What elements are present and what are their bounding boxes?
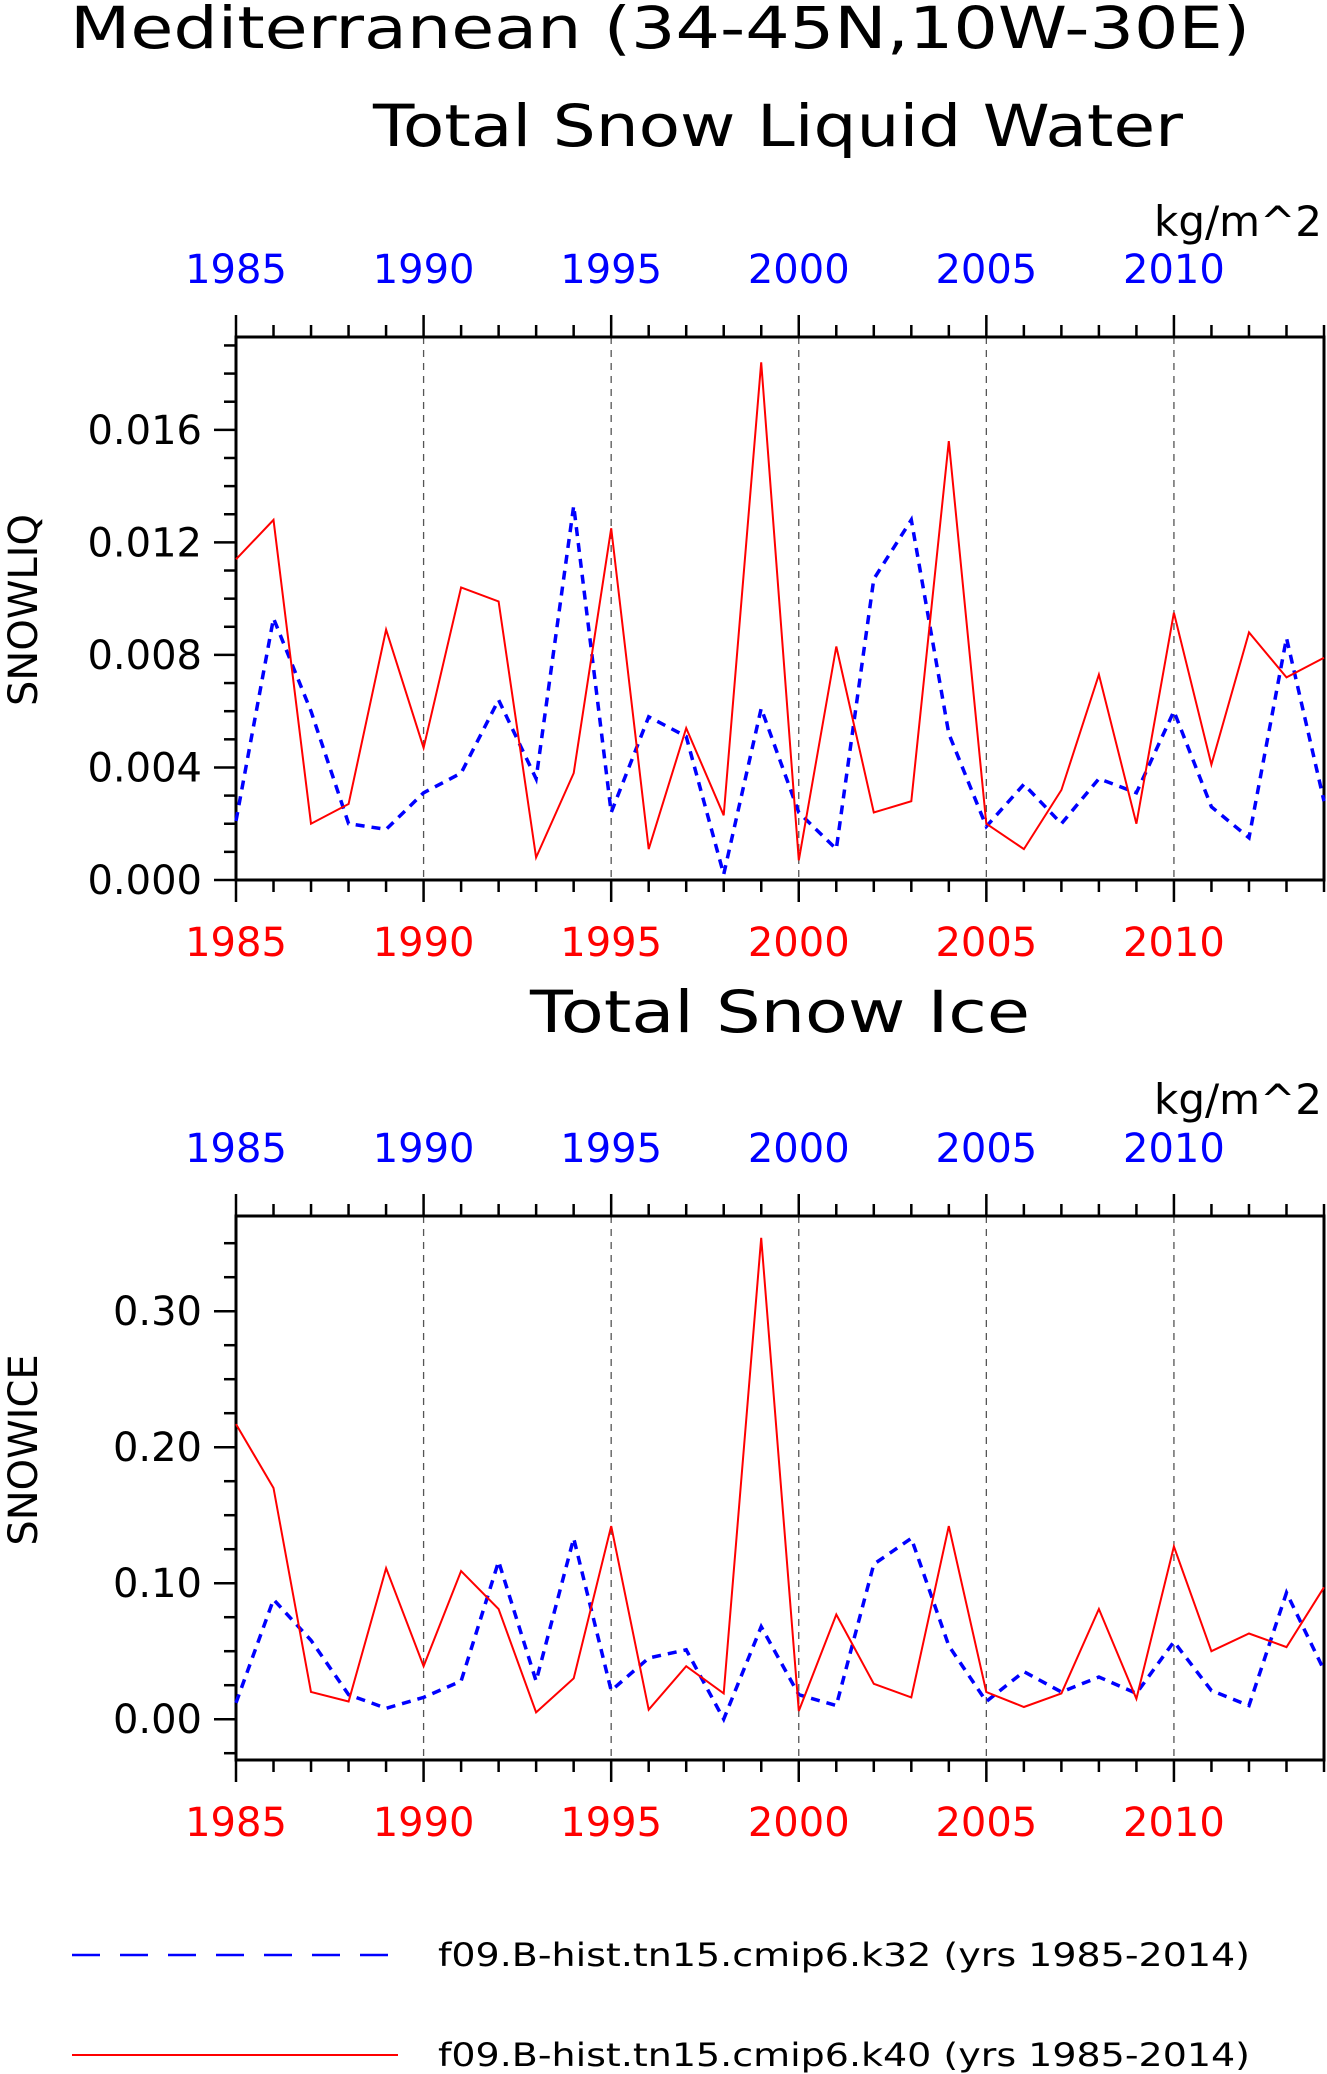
panel2-ytick-label: 0.30 (113, 1289, 202, 1335)
panel1-xtick-label-bottom: 2005 (935, 920, 1037, 966)
panel1-xtick-label-bottom: 1985 (185, 920, 287, 966)
panel2-title: Total Snow Ice (529, 978, 1030, 1046)
panel1-series-k32 (234, 505, 1326, 875)
panel2-ytick-label: 0.10 (113, 1561, 202, 1607)
panel1-units: kg/m^2 (1154, 197, 1322, 246)
legend-k32-label: f09.B-hist.tn15.cmip6.k32 (yrs 1985-2014… (438, 1936, 1250, 1974)
panel1-xtick-label-top: 1985 (185, 247, 287, 293)
panel2-xtick-label-bottom: 2010 (1123, 1800, 1225, 1846)
panel1-xtick-label-bottom: 1995 (560, 920, 662, 966)
panel1-series-k40 (235, 362, 1325, 862)
panel1-xtick-label-top: 1995 (560, 247, 662, 293)
panel2-xtick-label-bottom: 2000 (748, 1800, 850, 1846)
region-title: Mediterranean (34-45N,10W-30E) (70, 0, 1250, 62)
panel1-ytick-label: 0.000 (87, 858, 202, 904)
panel1-frame (234, 335, 1326, 882)
panel2-xtick-label-bottom: 2005 (935, 1800, 1037, 1846)
panel2-xtick-label-top: 2005 (935, 1126, 1037, 1172)
panel1-ytick-label: 0.004 (87, 745, 202, 791)
panel2-xtick-label-top: 2010 (1123, 1126, 1225, 1172)
panel1-xtick-label-bottom: 1990 (373, 920, 475, 966)
panel2-xtick-label-bottom: 1985 (185, 1800, 287, 1846)
panel1-title: Total Snow Liquid Water (372, 92, 1183, 160)
panel2-series-k32 (234, 1535, 1326, 1724)
panel1-plot: 1985 1985 1990 1990 1995 1995 2000 2000 2005 2005… (87, 247, 1326, 966)
panel2-units: kg/m^2 (1154, 1075, 1322, 1124)
panel2-plot: 1985 1985 1990 1990 1995 1995 2000 2000 2005 2005… (113, 1126, 1326, 1846)
panel2-xtick-label-top: 1985 (185, 1126, 287, 1172)
panel2-xtick-label-bottom: 1995 (560, 1800, 662, 1846)
panel1-ylabel: SNOWLIQ (1, 514, 47, 706)
panel1-ytick-label: 0.016 (87, 408, 202, 454)
panel2-xtick-label-top: 2000 (748, 1126, 850, 1172)
panel1-ytick-label: 0.012 (87, 520, 202, 566)
legend: f09.B-hist.tn15.cmip6.k32 (yrs 1985-2014… (72, 1936, 1250, 2074)
panel1-xtick-label-top: 2005 (935, 247, 1037, 293)
panel2-ytick-label: 0.20 (113, 1425, 202, 1471)
panel1-xtick-label-top: 2010 (1123, 247, 1225, 293)
panel1-xtick-label-top: 1990 (373, 247, 475, 293)
panel2-xtick-label-bottom: 1990 (373, 1800, 475, 1846)
panel2-xtick-label-top: 1990 (373, 1126, 475, 1172)
panel1-xtick-label-bottom: 2000 (748, 920, 850, 966)
panel1-ytick-label: 0.008 (87, 633, 202, 679)
panel2-xtick-label-top: 1995 (560, 1126, 662, 1172)
panel2-ytick-label: 0.00 (113, 1697, 202, 1743)
panel2-ylabel: SNOWICE (1, 1354, 47, 1545)
legend-k40-label: f09.B-hist.tn15.cmip6.k40 (yrs 1985-2014… (438, 2036, 1250, 2074)
panel2-series-k40 (235, 1237, 1325, 1715)
panel2-frame (234, 1214, 1326, 1762)
panel1-xtick-label-bottom: 2010 (1123, 920, 1225, 966)
panel1-xtick-label-top: 2000 (748, 247, 850, 293)
